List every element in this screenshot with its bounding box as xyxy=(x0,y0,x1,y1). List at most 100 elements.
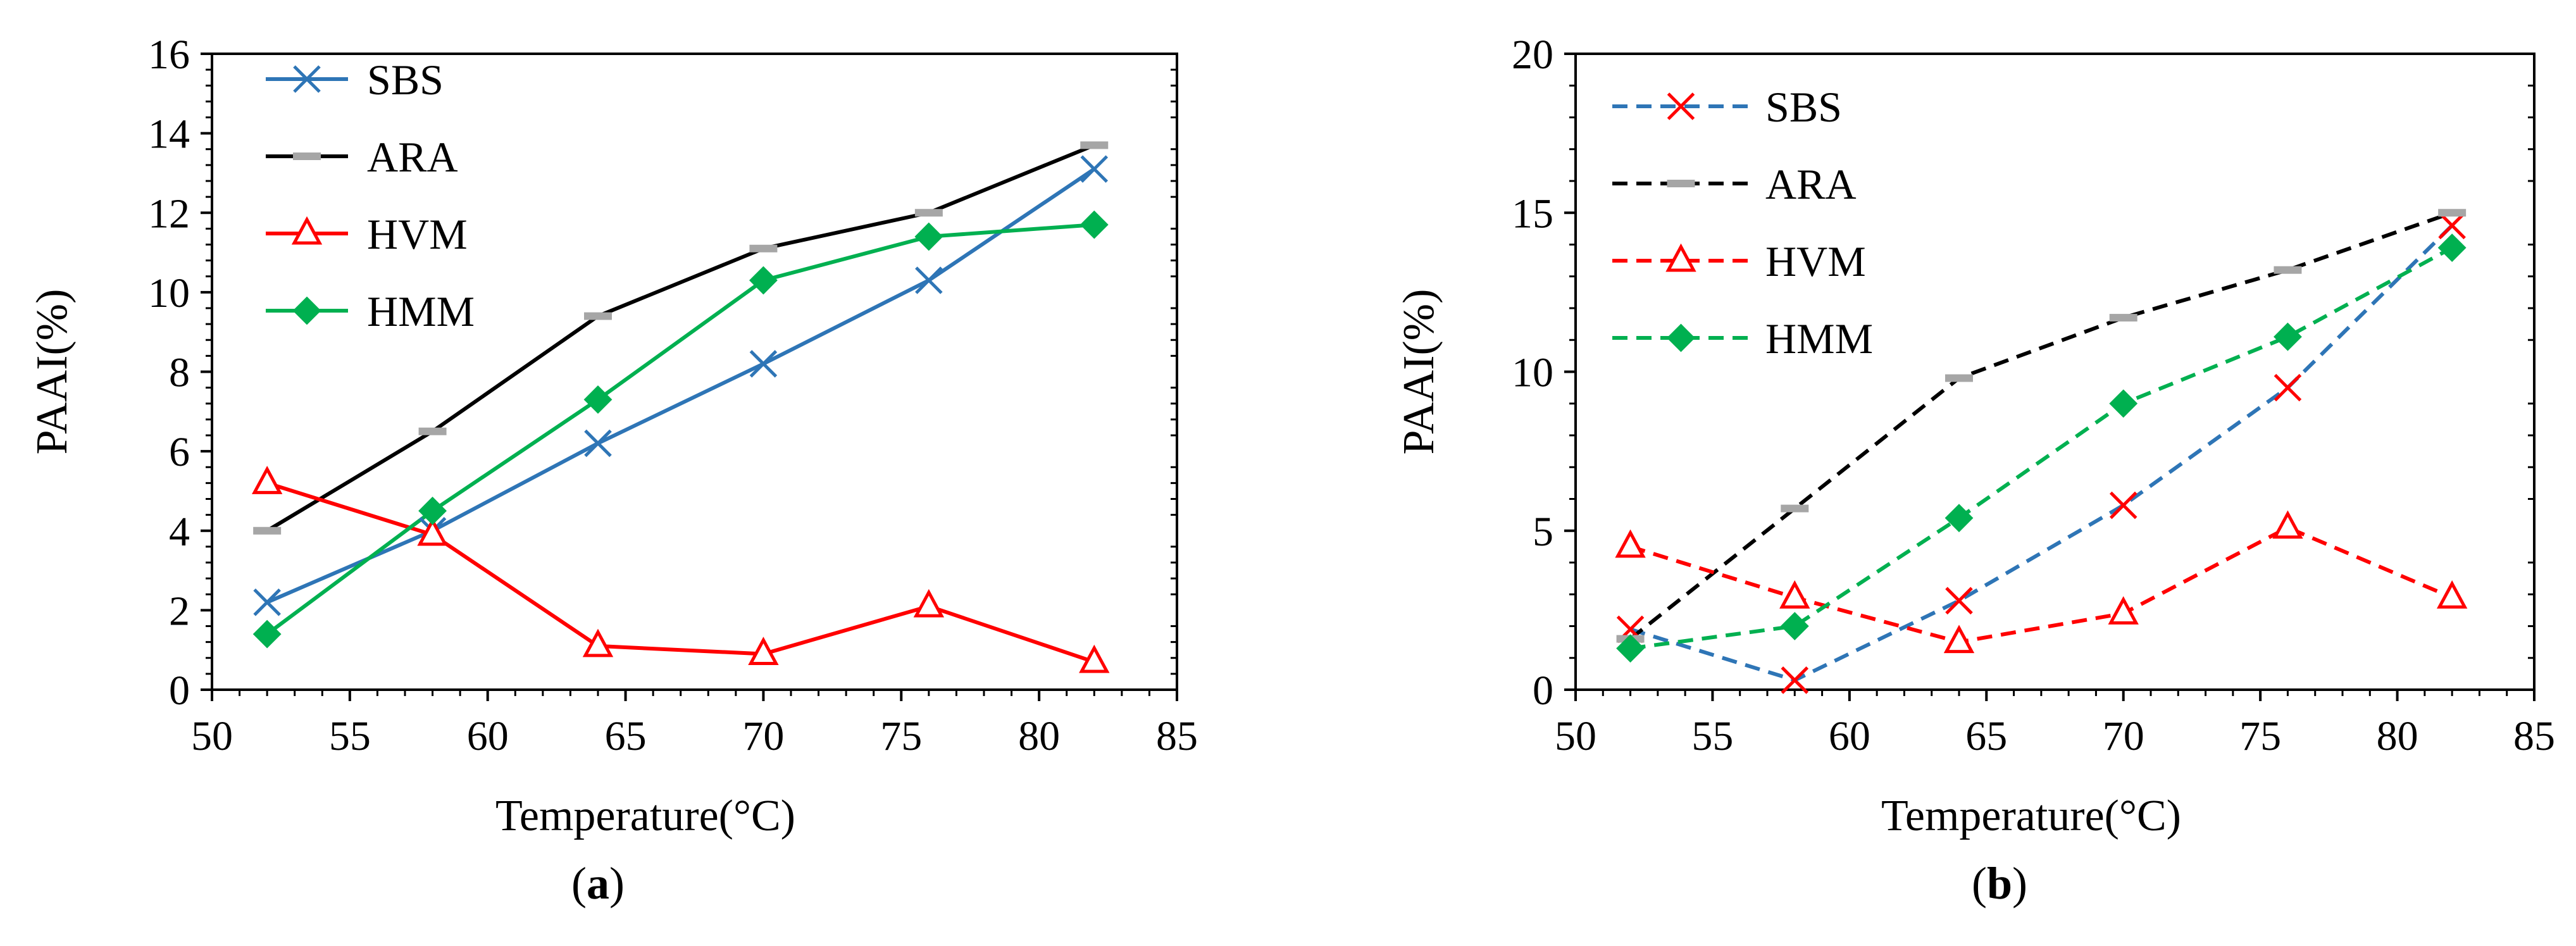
marker-a-ara-3 xyxy=(749,244,778,252)
y-tick-label-b-20: 20 xyxy=(1512,32,1553,78)
marker-b-sbs-1 xyxy=(1781,666,1809,694)
marker-b-ara-2 xyxy=(1945,374,1973,382)
marker-a-sbs-3 xyxy=(749,350,778,378)
x-tick-label-b-80: 80 xyxy=(2377,713,2418,759)
y-axis-title-a: PAAI(%) xyxy=(28,289,77,455)
y-tick-label-a-10: 10 xyxy=(148,270,190,316)
x-tick-label-a-55: 55 xyxy=(329,713,371,759)
x-tick-label-b-85: 85 xyxy=(2513,713,2555,759)
x-tick-label-a-60: 60 xyxy=(467,713,509,759)
x-tick-label-b-70: 70 xyxy=(2103,713,2144,759)
y-tick-label-b-15: 15 xyxy=(1512,190,1553,237)
x-tick-label-a-75: 75 xyxy=(880,713,922,759)
marker-a-sbs-0 xyxy=(253,588,281,616)
marker-a-hvm-0 xyxy=(251,466,283,494)
marker-b-hvm-4 xyxy=(2272,510,2303,539)
legend-label-a-hmm: HMM xyxy=(367,287,475,335)
marker-a-hmm-2 xyxy=(583,385,613,414)
marker-a-hvm-5 xyxy=(1079,644,1110,673)
series-line-b-hmm xyxy=(1630,246,2453,650)
marker-a-ara-0 xyxy=(253,526,282,535)
marker-b-hmm-0 xyxy=(1616,634,1645,663)
plot-area-frame-b xyxy=(1574,53,2536,691)
marker-b-ara-4 xyxy=(2274,266,2302,274)
marker-a-hvm-1 xyxy=(417,517,448,546)
series-line-b-sbs xyxy=(1629,224,2454,682)
series-line-b-ara xyxy=(1629,211,2453,640)
y-tick-label-a-12: 12 xyxy=(148,190,190,237)
marker-b-hmm-5 xyxy=(2437,233,2467,262)
marker-b-hvm-2 xyxy=(1943,625,1975,654)
legend-label-b-ara: ARA xyxy=(1765,160,1857,208)
marker-a-ara-1 xyxy=(418,427,447,435)
panel-label-open-paren: ( xyxy=(571,858,587,909)
marker-b-hvm-legend xyxy=(1665,243,1696,272)
legend-label-a-hvm: HVM xyxy=(367,210,468,258)
panel-label-open-paren: ( xyxy=(1972,858,1987,909)
x-tick-label-b-50: 50 xyxy=(1555,713,1596,759)
marker-b-sbs-4 xyxy=(2274,373,2302,402)
marker-a-hmm-4 xyxy=(914,222,943,251)
y-axis-title-b: PAAI(%) xyxy=(1395,289,1443,455)
panel-label-letter: b xyxy=(1987,858,2012,909)
legend-label-b-hmm: HMM xyxy=(1765,314,1873,363)
legend-label-b-hvm: HVM xyxy=(1765,237,1866,285)
marker-b-hmm-1 xyxy=(1780,612,1809,640)
plot-area-frame-a xyxy=(211,53,1178,691)
marker-b-ara-1 xyxy=(1781,504,1809,513)
marker-a-hmm-legend xyxy=(292,296,321,325)
marker-a-sbs-4 xyxy=(915,266,943,294)
y-tick-label-a-4: 4 xyxy=(169,509,190,555)
marker-a-hmm-1 xyxy=(418,496,447,525)
marker-b-hvm-0 xyxy=(1615,529,1646,558)
y-tick-label-b-5: 5 xyxy=(1533,509,1553,555)
marker-a-ara-2 xyxy=(584,312,612,320)
legend-label-b-sbs: SBS xyxy=(1765,83,1842,131)
x-tick-label-b-65: 65 xyxy=(1965,713,2007,759)
x-tick-label-b-60: 60 xyxy=(1829,713,1870,759)
x-tick-label-a-50: 50 xyxy=(191,713,233,759)
legend-label-a-ara: ARA xyxy=(367,133,458,181)
marker-b-sbs-3 xyxy=(2109,491,2137,520)
x-tick-label-a-80: 80 xyxy=(1018,713,1060,759)
marker-b-hvm-1 xyxy=(1779,580,1810,609)
series-line-a-hvm xyxy=(266,481,1095,664)
x-tick-label-a-65: 65 xyxy=(605,713,647,759)
series-line-a-hmm xyxy=(266,223,1095,636)
chart-panel-b: 50 55 60 65 70 75 80 85 0 5 10 15 20 Temperature(°C) P… xyxy=(1395,32,2555,909)
marker-a-sbs-legend xyxy=(293,65,321,93)
chart-panel-a: 50 55 60 65 70 75 80 85 0 2 4 6 8 10 12 14 16 Temperature… xyxy=(28,32,1198,909)
marker-a-ara-5 xyxy=(1080,141,1109,149)
legend-label-a-sbs: SBS xyxy=(367,56,444,104)
x-tick-label-a-70: 70 xyxy=(742,713,784,759)
x-axis-title-b: Temperature(°C) xyxy=(1881,792,2181,840)
x-tick-label-b-75: 75 xyxy=(2239,713,2281,759)
marker-b-sbs-5 xyxy=(2438,211,2466,240)
marker-b-hmm-legend xyxy=(1667,323,1695,352)
marker-b-hmm-4 xyxy=(2274,322,2302,351)
y-tick-label-a-8: 8 xyxy=(169,350,190,396)
series-line-b-hvm xyxy=(1629,525,2453,644)
y-tick-label-b-10: 10 xyxy=(1512,350,1553,396)
x-tick-label-a-85: 85 xyxy=(1156,713,1198,759)
marker-a-hvm-3 xyxy=(748,637,779,665)
panel-label-letter: a xyxy=(587,858,609,909)
marker-a-hvm-legend xyxy=(291,216,323,245)
x-tick-label-b-55: 55 xyxy=(1691,713,1733,759)
y-tick-label-a-16: 16 xyxy=(148,32,190,78)
panel-label-b: (b) xyxy=(1972,858,2027,909)
marker-b-sbs-legend xyxy=(1667,92,1695,120)
marker-b-hvm-5 xyxy=(2436,580,2468,609)
marker-a-hmm-5 xyxy=(1080,210,1109,239)
panel-label-close-paren: ) xyxy=(2012,858,2027,909)
y-tick-label-a-2: 2 xyxy=(169,588,190,634)
series-line-a-sbs xyxy=(266,167,1095,604)
y-tick-label-b-0: 0 xyxy=(1533,668,1553,714)
marker-a-sbs-2 xyxy=(584,429,612,457)
marker-b-hmm-3 xyxy=(2109,389,2138,418)
marker-a-ara-4 xyxy=(914,209,943,217)
marker-b-ara-legend xyxy=(1667,180,1695,187)
y-tick-label-a-6: 6 xyxy=(169,429,190,475)
marker-a-hmm-3 xyxy=(749,266,778,295)
